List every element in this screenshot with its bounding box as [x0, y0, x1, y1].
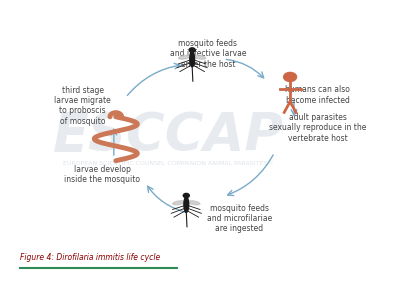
Text: third stage
larvae migrate
to proboscis
of mosquito: third stage larvae migrate to proboscis … — [54, 86, 111, 126]
Text: humans can also
become infected: humans can also become infected — [285, 85, 350, 104]
Ellipse shape — [194, 55, 206, 59]
Ellipse shape — [179, 55, 191, 59]
Text: mosquito feeds
and microfilariae
are ingested: mosquito feeds and microfilariae are ing… — [206, 203, 272, 233]
Ellipse shape — [184, 197, 189, 212]
Circle shape — [183, 193, 189, 198]
Circle shape — [189, 48, 195, 52]
Text: ESCCAP: ESCCAP — [53, 110, 284, 162]
Text: EUROPEAN SCIENTIFIC COUNSEL COMPANION ANIMAL PARASITES®: EUROPEAN SCIENTIFIC COUNSEL COMPANION AN… — [64, 161, 274, 166]
Text: adult parasites
sexually reproduce in the
vertebrate host: adult parasites sexually reproduce in th… — [269, 113, 366, 143]
Circle shape — [284, 72, 296, 82]
Text: mosquito feeds
and infective larvae
enter the host: mosquito feeds and infective larvae ente… — [170, 39, 246, 68]
Ellipse shape — [190, 52, 194, 67]
Text: Figure 4: Dirofilaria immitis life cycle: Figure 4: Dirofilaria immitis life cycle — [20, 253, 160, 262]
Ellipse shape — [173, 201, 185, 205]
Text: larvae develop
inside the mosquito: larvae develop inside the mosquito — [64, 165, 140, 184]
Ellipse shape — [188, 201, 200, 205]
